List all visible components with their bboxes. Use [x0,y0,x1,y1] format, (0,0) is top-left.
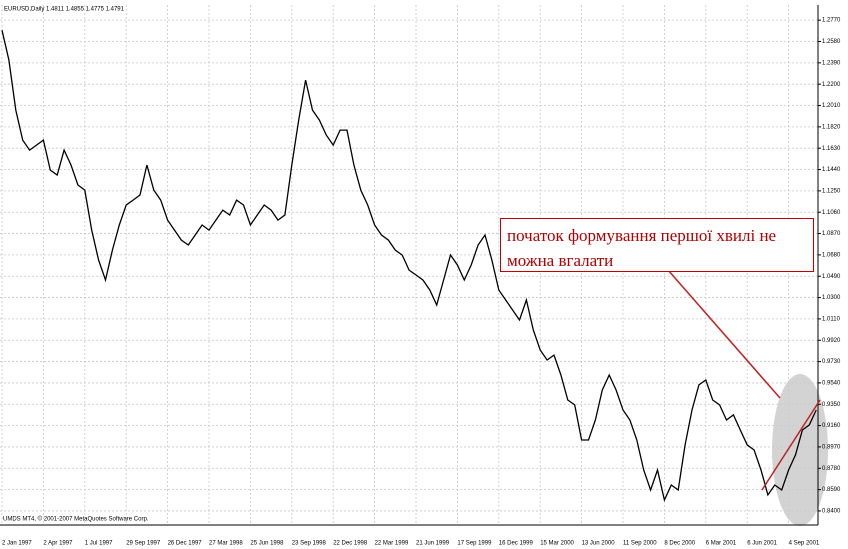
x-tick-label: 8 Dec 2000 [664,541,695,547]
x-tick-label: 13 Jun 2000 [582,541,616,547]
y-tick-label: 1.1250 [822,188,841,194]
x-tick-label: 6 Jun 2001 [747,541,777,547]
x-tick-label: 17 Sep 1999 [457,541,492,547]
annotation: початок формування першої хвилі не можна… [500,218,814,272]
y-tick-label: 1.2200 [822,82,841,88]
x-tick-label: 22 Mar 1999 [375,541,409,547]
y-tick-label: 0.8970 [822,445,841,451]
y-tick-label: 1.0110 [822,316,841,322]
price-line [1,30,817,503]
y-tick-label: 1.2010 [822,103,841,109]
x-tick-label: 27 Mar 1998 [209,541,243,547]
y-tick-label: 1.2390 [822,60,841,66]
y-tick-label: 0.9160 [822,423,841,429]
y-tick-label: 1.0870 [822,231,841,237]
y-tick-label: 1.1820 [822,124,841,130]
x-tick-label: 2 Apr 1997 [43,541,73,547]
x-tick-label: 16 Dec 1999 [499,541,534,547]
y-tick-label: 1.1060 [822,210,841,216]
y-tick-label: 1.2580 [822,39,841,45]
x-tick-label: 29 Sep 1997 [126,541,161,547]
y-tick-label: 0.8780 [822,466,841,472]
y-tick-label: 0.8590 [822,487,841,493]
y-tick-label: 1.0490 [822,274,841,280]
x-tick-label: 26 Dec 1997 [168,541,203,547]
y-tick-label: 1.1440 [822,167,841,173]
x-tick-label: 22 Dec 1998 [333,541,368,547]
x-tick-label: 23 Sep 1998 [292,541,327,547]
highlight-ellipse [772,374,828,526]
y-tick-label: 1.1630 [822,146,841,152]
y-tick-label: 1.2770 [822,18,841,24]
x-tick-label: 1 Jul 1997 [85,541,113,547]
x-tick-label: 2 Jan 1997 [2,541,32,547]
y-tick-label: 0.8400 [822,509,841,515]
x-tick-label: 6 Mar 2001 [706,541,737,547]
y-tick-label: 1.0680 [822,252,841,258]
y-tick-label: 0.9920 [822,338,841,344]
y-tick-label: 0.9730 [822,359,841,365]
y-tick-label: 1.0300 [822,295,841,301]
x-tick-label: 25 Jun 1998 [250,541,284,547]
footer: UMDS MT4, © 2001-2007 MetaQuotes Softwar… [3,516,149,523]
y-tick-label: 0.9350 [822,402,841,408]
x-tick-label: 21 Jun 1999 [416,541,450,547]
x-tick-label: 15 Mar 2000 [540,541,574,547]
wave-line [761,399,821,491]
callout-line [667,269,781,399]
y-tick-label: 0.9540 [822,381,841,387]
x-tick-label: 4 Sep 2001 [789,541,820,547]
x-tick-label: 11 Sep 2000 [623,541,657,547]
chart-title: EURUSD,Daily 1.4811 1.4855 1.4775 1.4791 [4,7,125,13]
